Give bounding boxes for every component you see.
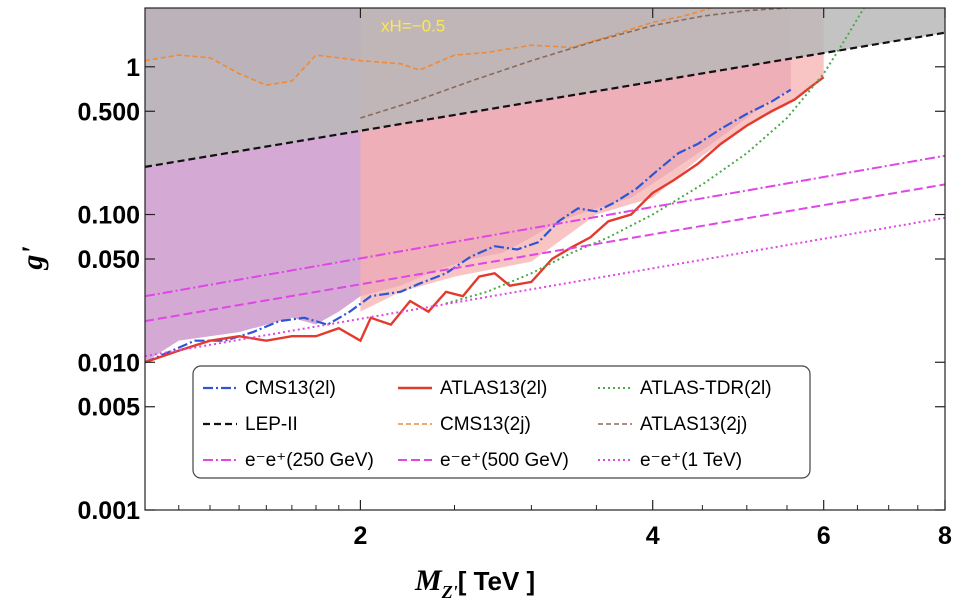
series-line-4 bbox=[145, 8, 712, 87]
legend-label-4: CMS13(2j) bbox=[440, 414, 531, 435]
x-axis-label-sub: Z' bbox=[441, 582, 458, 598]
x-tick-label-2: 6 bbox=[817, 522, 831, 550]
legend-label-7: e⁻e⁺(500 GeV) bbox=[440, 450, 569, 471]
series-lines bbox=[145, 8, 945, 364]
x-axis-label: MZ'[ TeV ] bbox=[414, 564, 535, 598]
series-line-0 bbox=[145, 88, 792, 364]
legend-label-1: ATLAS13(2l) bbox=[440, 378, 547, 399]
y-tick-label-2: 0.100 bbox=[77, 202, 140, 230]
series-line-6 bbox=[145, 154, 945, 298]
annotation-xh: xH=−0.5 bbox=[381, 17, 445, 36]
y-axis-label: g' bbox=[16, 246, 49, 270]
series-line-8 bbox=[145, 216, 945, 358]
legend-label-0: CMS13(2l) bbox=[245, 378, 336, 399]
legend-box bbox=[192, 365, 811, 479]
legend-label-3: LEP-II bbox=[245, 414, 298, 435]
legend-label-2: ATLAS-TDR(2l) bbox=[640, 378, 772, 399]
series-line-3 bbox=[145, 31, 945, 168]
x-tick-label-1: 4 bbox=[646, 522, 660, 550]
y-tick-label-0: 1 bbox=[126, 54, 140, 82]
y-tick-label-5: 0.005 bbox=[77, 394, 140, 422]
y-tick-label-3: 0.050 bbox=[77, 246, 140, 274]
x-axis-label-main: M bbox=[414, 564, 443, 597]
x-axis-label-unit: [ TeV ] bbox=[458, 566, 536, 596]
y-tick-label-6: 0.001 bbox=[77, 497, 140, 525]
y-tick-label-1: 0.500 bbox=[77, 98, 140, 126]
legend-label-6: e⁻e⁺(250 GeV) bbox=[245, 450, 374, 471]
x-tick-label-3: 8 bbox=[938, 522, 952, 550]
legend-label-5: ATLAS13(2j) bbox=[640, 414, 747, 435]
axis-ticks: 2 4 6 8 1 0.500 0.100 0.050 0.010 0.005 0.001 bbox=[77, 8, 952, 550]
legend: CMS13(2l) ATLAS13(2l) ATLAS-TDR(2l) LEP-II C… bbox=[192, 365, 811, 479]
series-line-2 bbox=[445, 8, 865, 305]
y-tick-label-4: 0.010 bbox=[77, 349, 140, 377]
series-line-7 bbox=[145, 183, 945, 323]
x-tick-label-0: 2 bbox=[353, 522, 367, 550]
series-line-1 bbox=[145, 76, 825, 364]
series-line-5 bbox=[360, 8, 788, 119]
legend-label-8: e⁻e⁺(1 TeV) bbox=[640, 450, 742, 471]
exclusion-regions bbox=[145, 8, 945, 363]
region-4 bbox=[145, 8, 945, 167]
